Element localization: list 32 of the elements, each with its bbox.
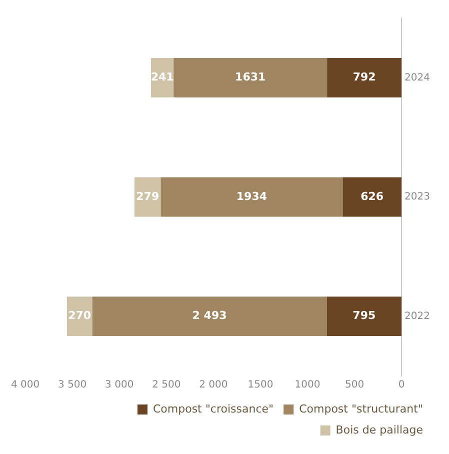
data-label: 241: [150, 70, 174, 84]
data-label: 792: [352, 70, 376, 84]
x-tick-label: 1500: [248, 380, 274, 391]
x-tick-label: 2 500: [152, 380, 181, 391]
data-label: 795: [352, 309, 376, 322]
y-tick-label: 2023: [404, 192, 430, 203]
y-tick-label: 2022: [404, 310, 430, 322]
y-tick-label: 2024: [404, 72, 430, 84]
x-tick-label: 4 000: [10, 380, 40, 391]
x-tick-label: 0: [398, 380, 405, 391]
bar: [327, 58, 402, 98]
legend-label: Compost "croissance": [152, 402, 274, 416]
data-label: 2 493: [192, 309, 227, 322]
data-label: 1631: [235, 70, 266, 84]
data-label: 270: [68, 309, 92, 322]
bar: [174, 58, 328, 98]
x-tick-label: 500: [344, 380, 364, 391]
bar: [66, 296, 92, 336]
bar: [326, 296, 402, 336]
legend-label: Compost "structurant": [299, 402, 424, 416]
data-label: 279: [136, 190, 160, 203]
x-tick-label: 3 500: [58, 380, 87, 391]
x-tick-label: 2 000: [199, 380, 228, 391]
x-tick-label: 1000: [294, 380, 320, 391]
bar: [342, 177, 402, 217]
bar: [134, 177, 161, 217]
bar: [92, 296, 327, 336]
x-tick-label: 3 000: [105, 380, 134, 391]
legend-label: Bois de paillage: [336, 423, 424, 436]
bar: [160, 177, 343, 217]
data-label: 626: [360, 190, 384, 203]
data-label: 1934: [236, 190, 268, 203]
